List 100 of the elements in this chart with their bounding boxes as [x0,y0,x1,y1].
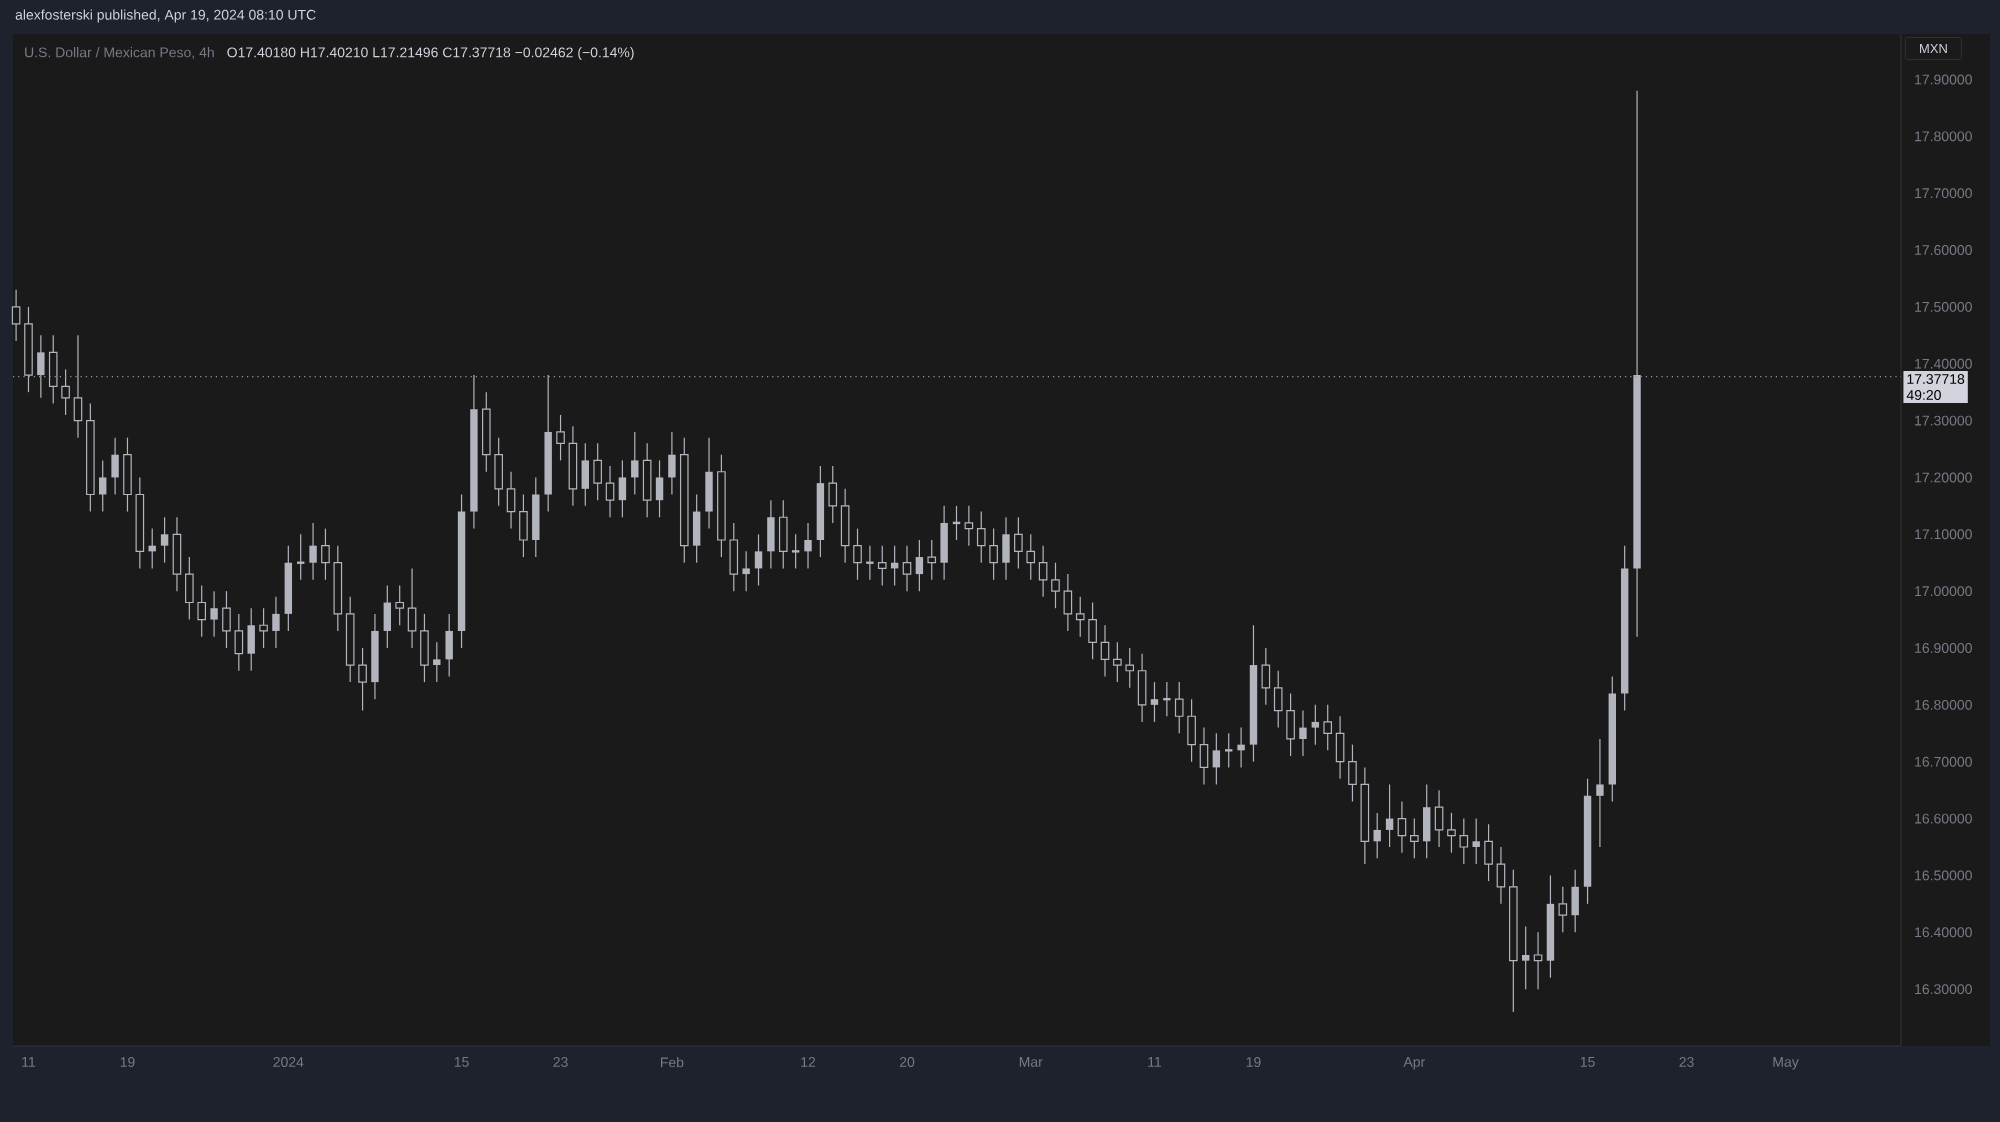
y-tick-label: 17.60000 [1915,245,1972,255]
x-tick-label: 15 [1580,1057,1595,1067]
x-tick-label: 20 [899,1057,915,1067]
candlestick [1459,817,1469,865]
candlestick [1212,732,1221,786]
y-tick-label: 16.60000 [1915,813,1972,824]
candlestick [853,528,862,581]
y-tick-label: 16.70000 [1915,756,1972,767]
candlestick [321,528,330,581]
candlestick [358,647,367,712]
candlestick [1223,732,1234,768]
candlestick [1237,727,1245,768]
candlestick [1088,601,1097,660]
candlestick [197,584,207,638]
candlestick [1447,812,1456,854]
y-tick-label: 17.90000 [1915,74,1972,85]
candlestick [964,505,974,547]
candlestick [111,437,119,496]
y-tick-label: 16.80000 [1915,699,1972,710]
candlestick [1063,573,1073,632]
x-tick-label: Feb [661,1057,684,1068]
y-tick-label: 16.50000 [1915,870,1972,881]
candlestick [1051,562,1060,609]
candlestick [272,596,280,649]
y-axis-title: MXN [1920,44,1947,53]
candlestick [1558,886,1568,933]
text: 49:20 [1906,390,1941,400]
y-tick-label: 17.10000 [1915,529,1972,540]
candlestick [210,590,218,638]
candlestick [902,545,912,592]
x-tick-label: 2024 [273,1057,304,1067]
candlestick [605,465,615,518]
candlestick [309,522,317,581]
candlestick [1014,516,1023,570]
y-tick-label: 17.70000 [1915,188,1972,199]
candlestick [1472,817,1480,865]
candlestick [234,613,244,672]
candlestick [1397,800,1407,854]
candlestick [668,431,676,496]
x-tick-label: 11 [1148,1057,1162,1067]
text: alexfosterski published, Apr 19, 2024 08:10 UTC [15,9,316,23]
candlestick [1373,812,1381,859]
y-tick-label: 16.30000 [1915,984,1972,995]
candlestick [1533,931,1543,990]
candlestick [631,431,639,496]
candlestick [506,471,516,530]
text: U.S. Dollar / Mexican Peso, 4h [25,47,214,59]
candlestick [1496,846,1506,905]
candlestick [593,442,602,501]
candlestick [989,528,998,581]
candlestick [407,567,417,649]
candlestick [1484,823,1493,882]
candlestick [1199,727,1209,786]
candlestick [556,414,565,461]
y-tick-label: 17.80000 [1915,131,1972,142]
candlestick [160,516,169,564]
x-tick-label: 19 [120,1057,135,1067]
x-tick-label: 23 [1679,1057,1694,1067]
candlestick [1113,641,1122,683]
y-tick-label: 17.30000 [1915,415,1972,426]
candlestick [1434,789,1444,848]
candlestick [927,539,937,581]
candlestick [655,459,664,518]
candlestick [73,334,83,439]
candlestick [804,522,812,570]
candlestick [1323,704,1333,751]
candlestick [742,550,750,592]
candlestick [1026,533,1036,581]
x-tick-label: 15 [454,1057,469,1067]
x-tick-label: 11 [22,1057,36,1067]
candlestick [1385,783,1394,848]
y-tick-label: 17.00000 [1915,586,1972,597]
y-tick-label: 17.50000 [1915,301,1972,312]
candlestick [222,590,231,649]
candlestick [61,368,70,416]
candlestick [1311,704,1320,746]
candlestick [1125,647,1135,689]
candlestick [1038,545,1048,598]
y-tick-label: 16.40000 [1915,927,1972,938]
x-tick-label: 19 [1246,1057,1261,1067]
candlestick [976,510,986,564]
candlestick [1299,709,1307,757]
x-tick-label: Mar [1019,1057,1043,1067]
candlestick [1410,817,1419,859]
candlestick [1348,744,1357,803]
candlestick [1596,738,1604,848]
y-tick-label: 17.20000 [1915,472,1972,483]
candlestick [99,459,107,513]
candlestick [754,533,763,587]
x-tick-label: Apr [1403,1057,1425,1070]
candlestick [1150,681,1159,723]
candlestick [790,533,801,570]
candlestick [828,465,838,524]
candlestick [433,641,441,683]
candlestick [915,539,924,592]
x-tick-label: 23 [553,1057,568,1067]
candlestick [618,459,627,518]
candlestick [1273,670,1283,729]
y-tick-label: 17.40000 [1915,358,1972,369]
text: O17.40180 H17.40210 L17.21496 C17.37718 −0.02462 (−0.14%) [227,47,634,61]
